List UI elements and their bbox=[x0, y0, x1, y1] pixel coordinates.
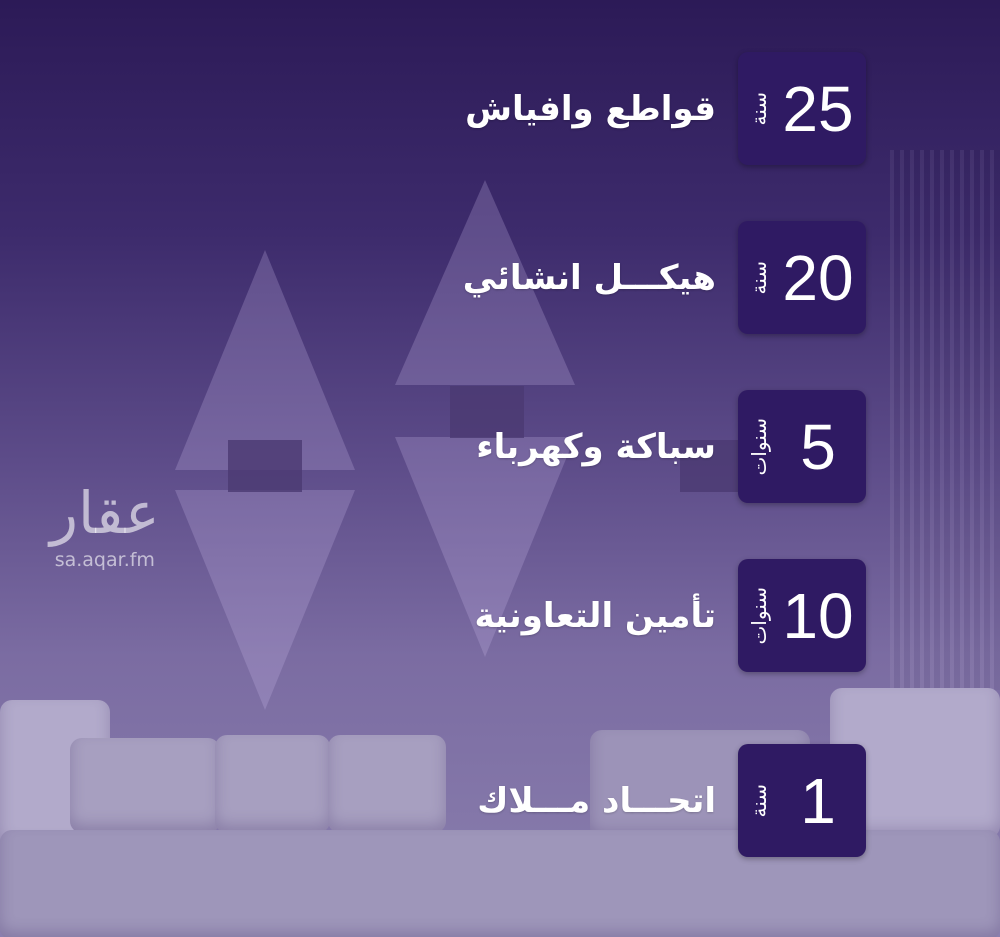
warranty-duration-box: سنة 25 bbox=[738, 52, 866, 165]
watermark-url: sa.aqar.fm bbox=[54, 549, 155, 571]
duration-value: 1 bbox=[800, 764, 836, 837]
wall-lamp bbox=[680, 440, 740, 492]
duration-unit: سنة bbox=[747, 783, 771, 818]
wall-slats bbox=[890, 150, 1000, 690]
wall-light-glow bbox=[175, 250, 355, 470]
warranty-label: هيكـــل انشائي bbox=[462, 257, 716, 298]
warranty-duration-box: سنة 1 bbox=[738, 744, 866, 857]
warranty-item: اتحـــاد مـــلاك سنة 1 bbox=[477, 744, 866, 857]
warranty-duration-box: سنوات 10 bbox=[738, 559, 866, 672]
watermark-logo: عقار bbox=[50, 479, 160, 547]
warranty-label: اتحـــاد مـــلاك bbox=[477, 780, 716, 821]
duration-value: 5 bbox=[800, 410, 836, 483]
duration-value: 10 bbox=[782, 579, 854, 652]
duration-unit: سنة bbox=[747, 91, 771, 126]
warranty-duration-box: سنوات 5 bbox=[738, 390, 866, 503]
warranty-item: تأمين التعاونية سنوات 10 bbox=[474, 559, 866, 672]
warranty-label: تأمين التعاونية bbox=[474, 595, 716, 636]
duration-unit: سنوات bbox=[747, 417, 771, 476]
wall-lamp bbox=[450, 386, 524, 438]
wall-light-glow bbox=[395, 437, 575, 657]
wall-light-glow bbox=[175, 490, 355, 710]
watermark: عقار sa.aqar.fm bbox=[50, 478, 160, 572]
warranty-duration-box: سنة 20 bbox=[738, 221, 866, 334]
duration-value: 20 bbox=[782, 241, 854, 314]
wall-light-glow bbox=[395, 180, 575, 385]
warranty-item: هيكـــل انشائي سنة 20 bbox=[463, 221, 866, 334]
duration-unit: سنة bbox=[747, 260, 771, 295]
warranty-label: سباكة وكهرباء bbox=[476, 426, 716, 467]
duration-value: 25 bbox=[782, 72, 854, 145]
warranty-item: قواطع وافياش سنة 25 bbox=[465, 52, 866, 165]
wall-lamp bbox=[228, 440, 302, 492]
sofa bbox=[0, 688, 1000, 937]
warranty-item: سباكة وكهرباء سنوات 5 bbox=[476, 390, 866, 503]
duration-unit: سنوات bbox=[747, 586, 771, 645]
warranty-label: قواطع وافياش bbox=[465, 88, 716, 129]
